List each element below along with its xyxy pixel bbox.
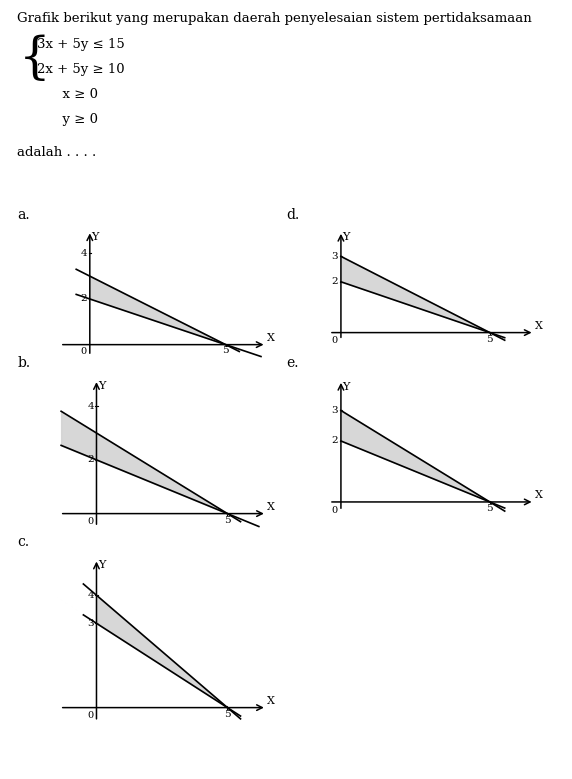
Text: 0: 0 [81, 347, 86, 356]
Text: 5: 5 [487, 504, 493, 513]
Text: 4: 4 [88, 590, 94, 600]
Text: 0: 0 [331, 506, 337, 515]
Text: X: X [267, 696, 275, 707]
Text: 0: 0 [87, 516, 93, 526]
Text: 4: 4 [81, 249, 87, 258]
Text: d.: d. [286, 208, 299, 222]
Text: 5: 5 [224, 710, 231, 719]
Text: X: X [267, 502, 275, 513]
Text: b.: b. [17, 356, 30, 370]
Text: 4: 4 [88, 402, 94, 411]
Polygon shape [341, 411, 490, 502]
Text: Y: Y [343, 232, 350, 242]
Text: Y: Y [343, 382, 350, 392]
Text: 3: 3 [331, 406, 338, 415]
Text: 5: 5 [224, 516, 231, 525]
Text: Grafik berikut yang merupakan daerah penyelesaian sistem pertidaksamaan: Grafik berikut yang merupakan daerah pen… [17, 12, 532, 25]
Text: 2x + 5y ≥ 10: 2x + 5y ≥ 10 [37, 63, 125, 76]
Text: Y: Y [91, 231, 98, 241]
Text: 2: 2 [88, 456, 94, 464]
Text: 2: 2 [81, 294, 87, 304]
Text: 3: 3 [331, 252, 338, 261]
Text: 2: 2 [331, 277, 338, 287]
Text: X: X [535, 491, 543, 500]
Text: X: X [535, 321, 543, 331]
Text: c.: c. [17, 535, 29, 549]
Text: {: { [19, 34, 51, 83]
Text: Y: Y [98, 381, 105, 390]
Text: 2: 2 [331, 436, 338, 446]
Text: 3: 3 [88, 619, 94, 628]
Text: y ≥ 0: y ≥ 0 [37, 113, 98, 126]
Text: 3x + 5y ≤ 15: 3x + 5y ≤ 15 [37, 38, 125, 51]
Text: 0: 0 [331, 336, 337, 344]
Text: e.: e. [286, 356, 299, 370]
Text: Y: Y [98, 560, 105, 570]
Text: 5: 5 [487, 335, 493, 344]
Text: X: X [267, 333, 275, 344]
Text: adalah . . . .: adalah . . . . [17, 146, 97, 159]
Text: 0: 0 [87, 711, 93, 720]
Text: a.: a. [17, 208, 30, 222]
Text: x ≥ 0: x ≥ 0 [37, 88, 98, 101]
Polygon shape [90, 276, 225, 344]
Polygon shape [341, 256, 490, 333]
Text: 5: 5 [223, 347, 229, 355]
